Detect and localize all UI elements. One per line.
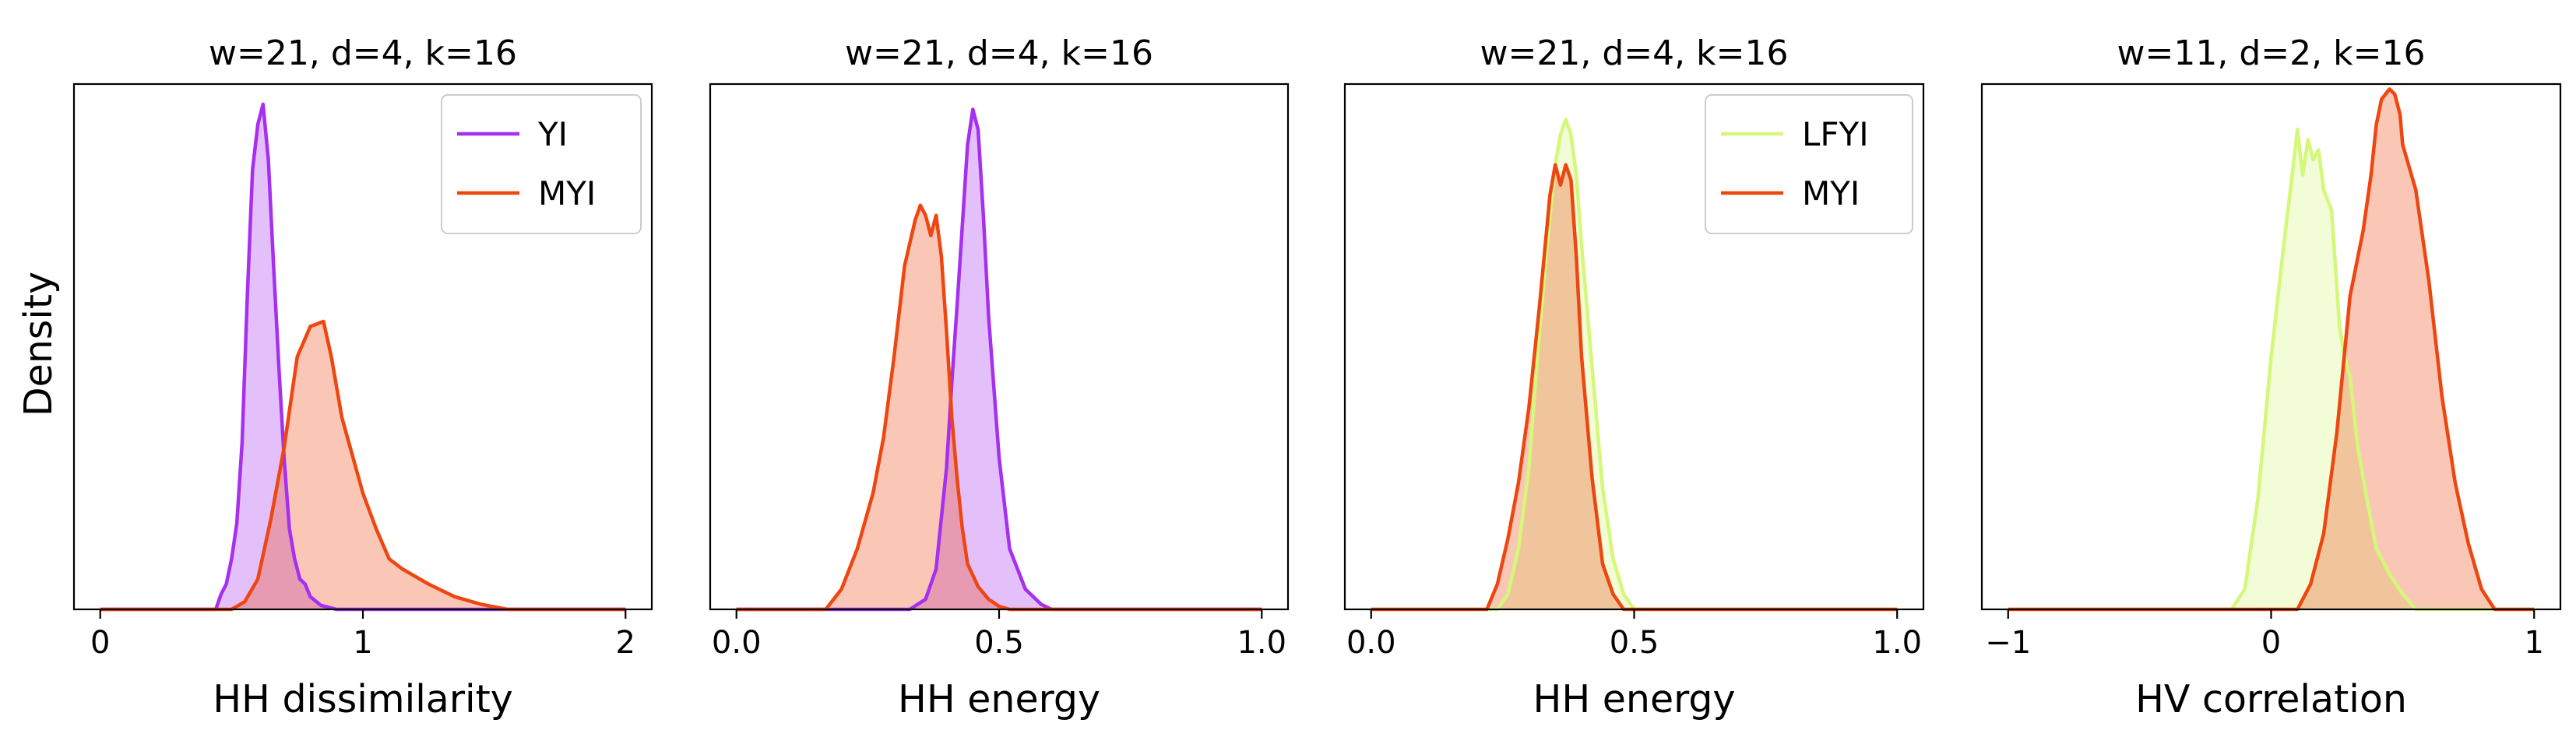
series-2-area xyxy=(2008,89,2535,609)
y-axis-label: Density xyxy=(16,272,61,416)
series-2-line xyxy=(736,203,1262,612)
x-tick-label: 0.0 xyxy=(712,625,762,661)
series-1-line xyxy=(736,107,1262,612)
panel-1: 0 1 2 HH dissimilarity w=21, d=4, k=16 YI MYI xyxy=(72,33,653,721)
legend-box xyxy=(441,94,642,234)
series-2-line xyxy=(1371,163,1898,612)
x-tick-label: 0 xyxy=(2261,625,2281,661)
series-1-line xyxy=(1371,118,1898,612)
x-axis-label: HH energy xyxy=(898,677,1100,721)
legend-label: YI xyxy=(537,115,568,153)
x-axis-label: HH energy xyxy=(1533,677,1735,721)
series-2-area xyxy=(100,321,626,609)
x-tick-label: 1 xyxy=(353,625,372,661)
x-tick-label: 1.0 xyxy=(1872,625,1922,661)
x-tick-label: 0.0 xyxy=(1346,625,1396,661)
x-tick-label: 1.0 xyxy=(1237,625,1286,661)
legend-label: LFYI xyxy=(1802,115,1869,153)
legend-label: MYI xyxy=(538,174,596,212)
x-tick-label: 0.5 xyxy=(974,625,1024,661)
panel-3: 0.0 0.5 1.0 HH energy w=21, d=4, k=16 LFYI MYI xyxy=(1343,33,1925,721)
series-1-line xyxy=(100,102,626,612)
panel-4: −1 0 1 HV correlation w=11, d=2, k=16 xyxy=(1980,33,2562,721)
x-tick-label: 1 xyxy=(2525,625,2544,661)
series-2-line xyxy=(100,319,626,612)
x-tick-label: −1 xyxy=(1985,625,2031,661)
panel-2: 0.0 0.5 1.0 HH energy w=21, d=4, k=16 xyxy=(709,33,1290,721)
x-tick-label: 0.5 xyxy=(1610,625,1659,661)
panel-title: w=21, d=4, k=16 xyxy=(845,33,1153,73)
legend: LFYI MYI xyxy=(1705,94,1913,234)
legend-box xyxy=(1705,94,1913,234)
panel-title: w=21, d=4, k=16 xyxy=(1480,33,1789,73)
series-1-line xyxy=(2008,128,2535,612)
x-tick-label: 2 xyxy=(616,625,635,661)
legend-label: MYI xyxy=(1802,174,1860,212)
panel-title: w=11, d=2, k=16 xyxy=(2117,33,2426,73)
series-2-line xyxy=(2008,87,2535,612)
panel-title: w=21, d=4, k=16 xyxy=(209,33,517,73)
series-1-area xyxy=(736,109,1262,609)
x-axis-label: HH dissimilarity xyxy=(213,677,513,721)
x-tick-label: 0 xyxy=(90,625,110,661)
legend: YI MYI xyxy=(441,94,642,234)
x-axis-label: HV correlation xyxy=(2135,677,2407,721)
